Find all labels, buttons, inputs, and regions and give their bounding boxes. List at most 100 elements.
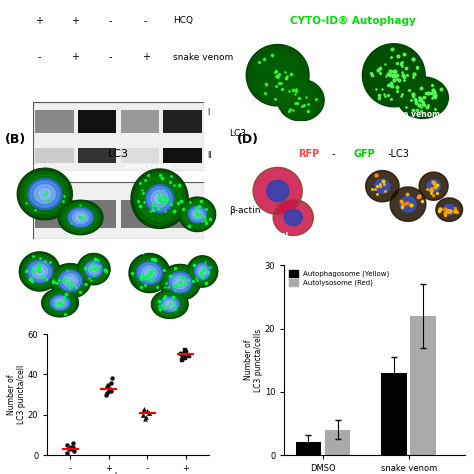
Polygon shape: [55, 268, 85, 294]
Polygon shape: [32, 264, 48, 279]
Polygon shape: [131, 256, 167, 290]
Point: [181, 353, 188, 360]
Polygon shape: [146, 185, 174, 213]
Polygon shape: [164, 300, 176, 309]
Y-axis label: Number of
LC3 puncta/cell: Number of LC3 puncta/cell: [7, 365, 27, 424]
Polygon shape: [365, 171, 399, 202]
Polygon shape: [443, 204, 455, 215]
Point: [180, 355, 187, 362]
Polygon shape: [166, 301, 173, 307]
FancyBboxPatch shape: [120, 148, 159, 163]
Text: +: +: [71, 16, 79, 26]
Polygon shape: [390, 187, 426, 221]
Polygon shape: [152, 291, 188, 318]
Polygon shape: [44, 291, 76, 315]
Polygon shape: [84, 261, 103, 278]
Point: [185, 353, 192, 360]
Text: II: II: [207, 151, 211, 160]
Text: RFP: RFP: [298, 149, 319, 159]
Polygon shape: [78, 254, 109, 284]
Polygon shape: [259, 57, 296, 94]
Polygon shape: [77, 254, 110, 285]
Polygon shape: [369, 50, 419, 100]
Polygon shape: [156, 294, 183, 315]
Text: β-actin: β-actin: [229, 207, 261, 215]
Point: [139, 407, 147, 414]
Point: [64, 441, 71, 449]
FancyBboxPatch shape: [33, 182, 204, 239]
Polygon shape: [194, 263, 210, 280]
Polygon shape: [22, 254, 58, 289]
Polygon shape: [131, 169, 188, 228]
Point: [65, 445, 73, 453]
Text: +: +: [35, 16, 43, 26]
Polygon shape: [138, 263, 161, 283]
Point: [104, 381, 112, 388]
Point: [181, 355, 189, 362]
Polygon shape: [42, 289, 78, 317]
Polygon shape: [189, 258, 216, 285]
Polygon shape: [190, 207, 205, 222]
Point: [177, 351, 185, 358]
Polygon shape: [132, 170, 188, 228]
Polygon shape: [145, 269, 154, 277]
Polygon shape: [91, 266, 97, 272]
Point: [107, 379, 115, 386]
Polygon shape: [173, 276, 187, 289]
Polygon shape: [160, 297, 180, 312]
Polygon shape: [58, 201, 103, 235]
Polygon shape: [18, 169, 72, 219]
Text: -: -: [37, 52, 41, 63]
Point: [108, 374, 116, 382]
Polygon shape: [54, 298, 66, 308]
Polygon shape: [402, 81, 443, 114]
Polygon shape: [136, 261, 163, 285]
Text: snake venom: snake venom: [173, 53, 233, 62]
Polygon shape: [176, 279, 184, 286]
FancyBboxPatch shape: [78, 148, 116, 163]
Polygon shape: [160, 265, 200, 300]
Text: (B): (B): [5, 133, 26, 146]
Polygon shape: [151, 190, 168, 207]
Polygon shape: [419, 172, 448, 200]
Polygon shape: [399, 78, 447, 118]
Point: [102, 391, 110, 398]
Point: [63, 449, 71, 457]
Point: [67, 443, 74, 451]
Polygon shape: [20, 252, 60, 291]
Bar: [325, 430, 350, 455]
Polygon shape: [279, 81, 323, 120]
Polygon shape: [30, 181, 60, 207]
Point: [178, 356, 185, 364]
Legend: Autophagosome (Yellow), Autolysosome (Red): Autophagosome (Yellow), Autolysosome (Re…: [288, 269, 391, 288]
Polygon shape: [46, 292, 74, 313]
Text: control: control: [260, 232, 288, 238]
Polygon shape: [79, 255, 108, 283]
Point: [106, 385, 113, 392]
Text: control: control: [18, 164, 43, 168]
Point: [143, 413, 150, 420]
FancyBboxPatch shape: [120, 110, 159, 133]
Polygon shape: [152, 290, 188, 319]
Polygon shape: [195, 264, 210, 279]
Polygon shape: [19, 252, 60, 291]
Point: [71, 447, 78, 455]
Polygon shape: [162, 266, 198, 298]
Polygon shape: [69, 209, 92, 226]
Polygon shape: [20, 171, 69, 217]
Point: [68, 445, 75, 453]
Text: sanke venom
+HCQ: sanke venom +HCQ: [125, 244, 172, 255]
Polygon shape: [183, 201, 211, 227]
Polygon shape: [138, 176, 181, 221]
Point: [107, 387, 115, 394]
Polygon shape: [160, 264, 201, 301]
Polygon shape: [86, 262, 101, 276]
FancyBboxPatch shape: [35, 148, 73, 163]
Polygon shape: [56, 300, 64, 305]
Polygon shape: [155, 194, 164, 204]
Polygon shape: [253, 167, 302, 214]
Point: [139, 411, 147, 419]
Polygon shape: [27, 260, 53, 283]
Polygon shape: [60, 272, 81, 290]
Polygon shape: [25, 257, 55, 286]
